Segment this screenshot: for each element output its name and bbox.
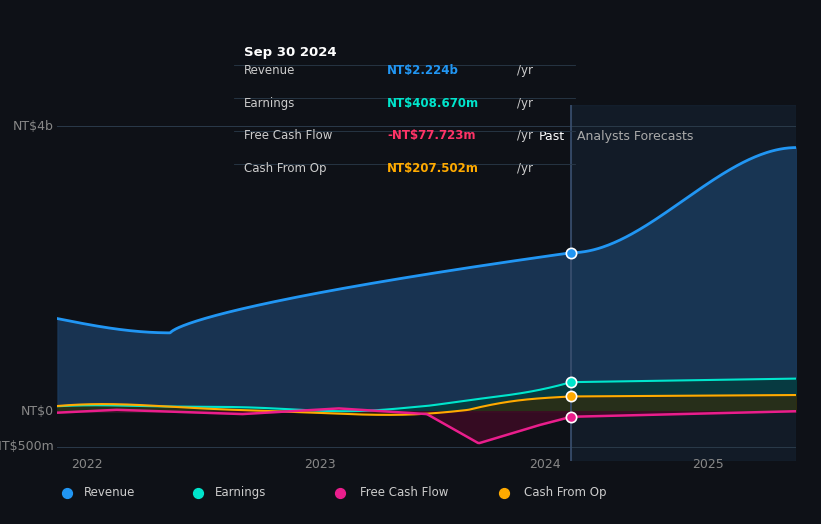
Text: /yr: /yr <box>516 162 533 176</box>
Point <box>191 488 204 497</box>
Text: Free Cash Flow: Free Cash Flow <box>244 129 333 143</box>
Text: -NT$500m: -NT$500m <box>0 440 54 453</box>
Text: /yr: /yr <box>516 129 533 143</box>
Text: NT$207.502m: NT$207.502m <box>388 162 479 176</box>
Text: 2024: 2024 <box>530 458 561 471</box>
Point <box>565 378 578 386</box>
Text: Past: Past <box>539 130 565 143</box>
Text: /yr: /yr <box>516 96 533 110</box>
Text: Earnings: Earnings <box>244 96 296 110</box>
Text: 2022: 2022 <box>71 458 103 471</box>
Text: Analysts Forecasts: Analysts Forecasts <box>577 130 693 143</box>
Point <box>60 488 73 497</box>
Text: NT$0: NT$0 <box>21 405 54 418</box>
Text: Revenue: Revenue <box>244 64 296 77</box>
Text: NT$4b: NT$4b <box>13 119 54 133</box>
Text: Revenue: Revenue <box>84 486 135 499</box>
Point <box>565 248 578 257</box>
Text: Cash From Op: Cash From Op <box>244 162 327 176</box>
Point <box>565 412 578 421</box>
Text: 2025: 2025 <box>692 458 723 471</box>
Text: Cash From Op: Cash From Op <box>524 486 606 499</box>
Text: Free Cash Flow: Free Cash Flow <box>360 486 448 499</box>
Text: /yr: /yr <box>516 64 533 77</box>
Text: NT$408.670m: NT$408.670m <box>388 96 479 110</box>
Point <box>333 488 346 497</box>
Bar <box>571 105 796 461</box>
Text: -NT$77.723m: -NT$77.723m <box>388 129 476 143</box>
Text: NT$2.224b: NT$2.224b <box>388 64 459 77</box>
Text: Earnings: Earnings <box>215 486 267 499</box>
Point <box>498 488 511 497</box>
Text: Sep 30 2024: Sep 30 2024 <box>244 46 337 59</box>
Point <box>565 392 578 401</box>
Text: 2023: 2023 <box>304 458 336 471</box>
